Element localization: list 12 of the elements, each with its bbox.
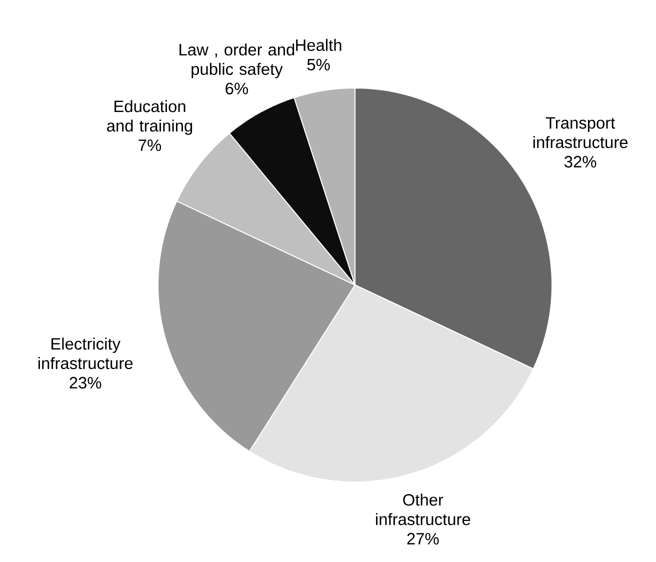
slice-label: Education and training: [107, 100, 192, 135]
slice-label: Law , order and public safety: [180, 43, 294, 78]
data-label: 7%: [138, 140, 162, 152]
data-label: 32%: [564, 156, 596, 168]
slice-label: Other infrastructure: [376, 494, 470, 526]
slice-label: Electricity infrastructure: [38, 338, 133, 370]
slice-label: Health: [296, 38, 342, 51]
data-label: 27%: [407, 532, 439, 545]
slice-label: Transport infrastructure: [533, 117, 628, 148]
data-label: 5%: [307, 58, 330, 70]
data-label: 23%: [70, 376, 102, 389]
data-label: 6%: [226, 82, 248, 94]
